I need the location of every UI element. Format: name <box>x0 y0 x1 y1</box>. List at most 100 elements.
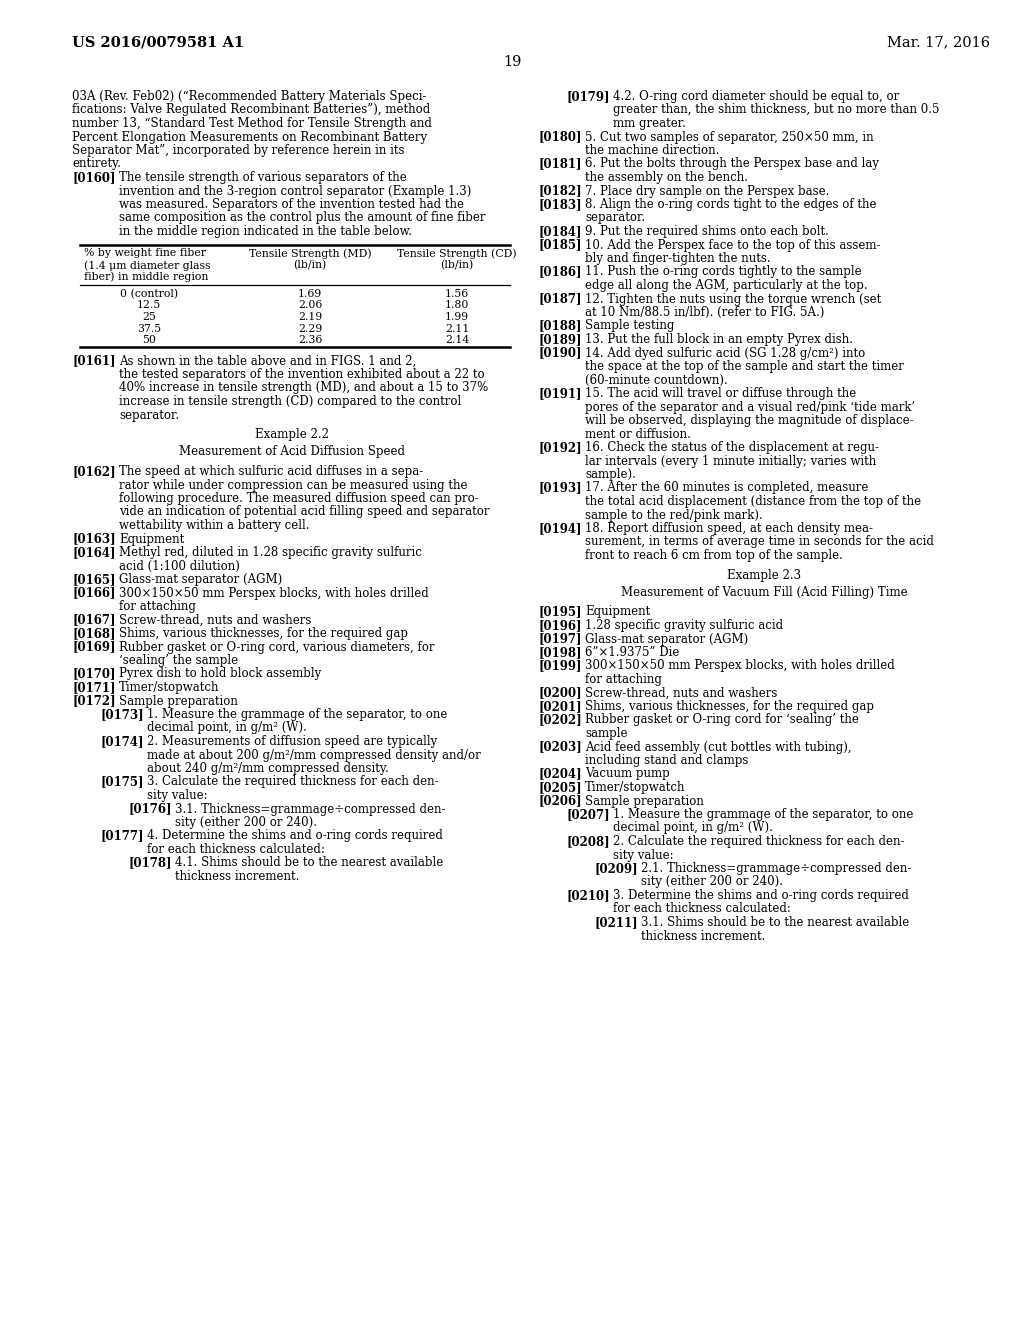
Text: [0199]: [0199] <box>538 660 582 672</box>
Text: about 240 g/m²/mm compressed density.: about 240 g/m²/mm compressed density. <box>147 762 389 775</box>
Text: Shims, various thicknesses, for the required gap: Shims, various thicknesses, for the requ… <box>119 627 408 640</box>
Text: Example 2.3: Example 2.3 <box>727 569 801 582</box>
Text: 2. Measurements of diffusion speed are typically: 2. Measurements of diffusion speed are t… <box>147 735 437 748</box>
Text: [0184]: [0184] <box>538 224 582 238</box>
Text: 2. Calculate the required thickness for each den-: 2. Calculate the required thickness for … <box>613 836 904 847</box>
Text: 9. Put the required shims onto each bolt.: 9. Put the required shims onto each bolt… <box>585 224 828 238</box>
Text: [0211]: [0211] <box>594 916 638 929</box>
Text: increase in tensile strength (CD) compared to the control: increase in tensile strength (CD) compar… <box>119 395 461 408</box>
Text: % by weight fine fiber: % by weight fine fiber <box>84 248 206 259</box>
Text: 1.80: 1.80 <box>444 301 469 310</box>
Text: Screw-thread, nuts and washers: Screw-thread, nuts and washers <box>585 686 777 700</box>
Text: 4. Determine the shims and o-ring cords required: 4. Determine the shims and o-ring cords … <box>147 829 442 842</box>
Text: surement, in terms of average time in seconds for the acid: surement, in terms of average time in se… <box>585 536 934 549</box>
Text: 10. Add the Perspex face to the top of this assem-: 10. Add the Perspex face to the top of t… <box>585 239 881 252</box>
Text: will be observed, displaying the magnitude of displace-: will be observed, displaying the magnitu… <box>585 414 913 426</box>
Text: 2.36: 2.36 <box>298 335 323 345</box>
Text: [0197]: [0197] <box>538 632 582 645</box>
Text: Screw-thread, nuts and washers: Screw-thread, nuts and washers <box>119 614 311 627</box>
Text: Example 2.2: Example 2.2 <box>255 428 329 441</box>
Text: entirety.: entirety. <box>72 157 121 170</box>
Text: Rubber gasket or O-ring cord for ‘sealing’ the: Rubber gasket or O-ring cord for ‘sealin… <box>585 714 859 726</box>
Text: [0185]: [0185] <box>538 239 582 252</box>
Text: sample to the red/pink mark).: sample to the red/pink mark). <box>585 508 763 521</box>
Text: 2.14: 2.14 <box>444 335 469 345</box>
Text: The tensile strength of various separators of the: The tensile strength of various separato… <box>119 172 407 183</box>
Text: 15. The acid will travel or diffuse through the: 15. The acid will travel or diffuse thro… <box>585 387 856 400</box>
Text: vide an indication of potential acid filling speed and separator: vide an indication of potential acid fil… <box>119 506 489 519</box>
Text: 18. Report diffusion speed, at each density mea-: 18. Report diffusion speed, at each dens… <box>585 521 873 535</box>
Text: [0210]: [0210] <box>566 888 609 902</box>
Text: [0194]: [0194] <box>538 521 582 535</box>
Text: sity (either 200 or 240).: sity (either 200 or 240). <box>175 816 317 829</box>
Text: [0174]: [0174] <box>100 735 143 748</box>
Text: ment or diffusion.: ment or diffusion. <box>585 428 691 441</box>
Text: [0165]: [0165] <box>72 573 116 586</box>
Text: sity value:: sity value: <box>613 849 674 862</box>
Text: [0203]: [0203] <box>538 741 582 754</box>
Text: Glass-mat separator (AGM): Glass-mat separator (AGM) <box>119 573 283 586</box>
Text: bly and finger-tighten the nuts.: bly and finger-tighten the nuts. <box>585 252 771 265</box>
Text: at 10 Nm/88.5 in/lbf). (refer to FIG. 5A.): at 10 Nm/88.5 in/lbf). (refer to FIG. 5A… <box>585 306 824 319</box>
Text: 1.56: 1.56 <box>444 289 469 300</box>
Text: [0163]: [0163] <box>72 532 116 545</box>
Text: 6. Put the bolts through the Perspex base and lay: 6. Put the bolts through the Perspex bas… <box>585 157 879 170</box>
Text: thickness increment.: thickness increment. <box>641 929 765 942</box>
Text: Sample preparation: Sample preparation <box>119 694 238 708</box>
Text: (60-minute countdown).: (60-minute countdown). <box>585 374 728 387</box>
Text: [0175]: [0175] <box>100 776 143 788</box>
Text: separator.: separator. <box>585 211 645 224</box>
Text: invention and the 3-region control separator (Example 1.3): invention and the 3-region control separ… <box>119 185 471 198</box>
Text: [0170]: [0170] <box>72 668 116 681</box>
Text: 14. Add dyed sulfuric acid (SG 1.28 g/cm²) into: 14. Add dyed sulfuric acid (SG 1.28 g/cm… <box>585 346 865 359</box>
Text: 37.5: 37.5 <box>137 323 161 334</box>
Text: Shims, various thicknesses, for the required gap: Shims, various thicknesses, for the requ… <box>585 700 874 713</box>
Text: [0186]: [0186] <box>538 265 582 279</box>
Text: 3.1. Thickness=grammage÷compressed den-: 3.1. Thickness=grammage÷compressed den- <box>175 803 445 816</box>
Text: 17. After the 60 minutes is completed, measure: 17. After the 60 minutes is completed, m… <box>585 482 868 495</box>
Text: for attaching: for attaching <box>585 673 662 686</box>
Text: including stand and clamps: including stand and clamps <box>585 754 749 767</box>
Text: Glass-mat separator (AGM): Glass-mat separator (AGM) <box>585 632 749 645</box>
Text: 2.06: 2.06 <box>298 301 323 310</box>
Text: the total acid displacement (distance from the top of the: the total acid displacement (distance fr… <box>585 495 922 508</box>
Text: [0188]: [0188] <box>538 319 582 333</box>
Text: 4.1. Shims should be to the nearest available: 4.1. Shims should be to the nearest avai… <box>175 857 443 870</box>
Text: [0190]: [0190] <box>538 346 582 359</box>
Text: [0181]: [0181] <box>538 157 582 170</box>
Text: Equipment: Equipment <box>585 606 650 619</box>
Text: [0162]: [0162] <box>72 465 116 478</box>
Text: [0202]: [0202] <box>538 714 582 726</box>
Text: Sample testing: Sample testing <box>585 319 675 333</box>
Text: fications: Valve Regulated Recombinant Batteries”), method: fications: Valve Regulated Recombinant B… <box>72 103 430 116</box>
Text: [0189]: [0189] <box>538 333 582 346</box>
Text: Percent Elongation Measurements on Recombinant Battery: Percent Elongation Measurements on Recom… <box>72 131 427 144</box>
Text: 8. Align the o-ring cords tight to the edges of the: 8. Align the o-ring cords tight to the e… <box>585 198 877 211</box>
Text: Tensile Strength (CD): Tensile Strength (CD) <box>397 248 517 259</box>
Text: [0208]: [0208] <box>566 836 609 847</box>
Text: (1.4 μm diameter glass: (1.4 μm diameter glass <box>84 260 211 271</box>
Text: edge all along the AGM, particularly at the top.: edge all along the AGM, particularly at … <box>585 279 867 292</box>
Text: Timer/stopwatch: Timer/stopwatch <box>585 781 685 795</box>
Text: Tensile Strength (MD): Tensile Strength (MD) <box>249 248 372 259</box>
Text: ‘sealing’ the sample: ‘sealing’ the sample <box>119 653 239 667</box>
Text: separator.: separator. <box>119 408 179 421</box>
Text: 12.5: 12.5 <box>137 301 161 310</box>
Text: [0201]: [0201] <box>538 700 582 713</box>
Text: 300×150×50 mm Perspex blocks, with holes drilled: 300×150×50 mm Perspex blocks, with holes… <box>119 586 429 599</box>
Text: 1. Measure the grammage of the separator, to one: 1. Measure the grammage of the separator… <box>147 708 447 721</box>
Text: [0172]: [0172] <box>72 694 116 708</box>
Text: 1.69: 1.69 <box>298 289 323 300</box>
Text: 1. Measure the grammage of the separator, to one: 1. Measure the grammage of the separator… <box>613 808 913 821</box>
Text: 2.19: 2.19 <box>298 312 323 322</box>
Text: Methyl red, diluted in 1.28 specific gravity sulfuric: Methyl red, diluted in 1.28 specific gra… <box>119 546 422 558</box>
Text: following procedure. The measured diffusion speed can pro-: following procedure. The measured diffus… <box>119 492 479 506</box>
Text: The speed at which sulfuric acid diffuses in a sepa-: The speed at which sulfuric acid diffuse… <box>119 465 423 478</box>
Text: Equipment: Equipment <box>119 532 184 545</box>
Text: [0160]: [0160] <box>72 172 116 183</box>
Text: Measurement of Acid Diffusion Speed: Measurement of Acid Diffusion Speed <box>179 446 406 458</box>
Text: [0193]: [0193] <box>538 482 582 495</box>
Text: sity value:: sity value: <box>147 789 208 803</box>
Text: same composition as the control plus the amount of fine fiber: same composition as the control plus the… <box>119 211 485 224</box>
Text: [0206]: [0206] <box>538 795 582 808</box>
